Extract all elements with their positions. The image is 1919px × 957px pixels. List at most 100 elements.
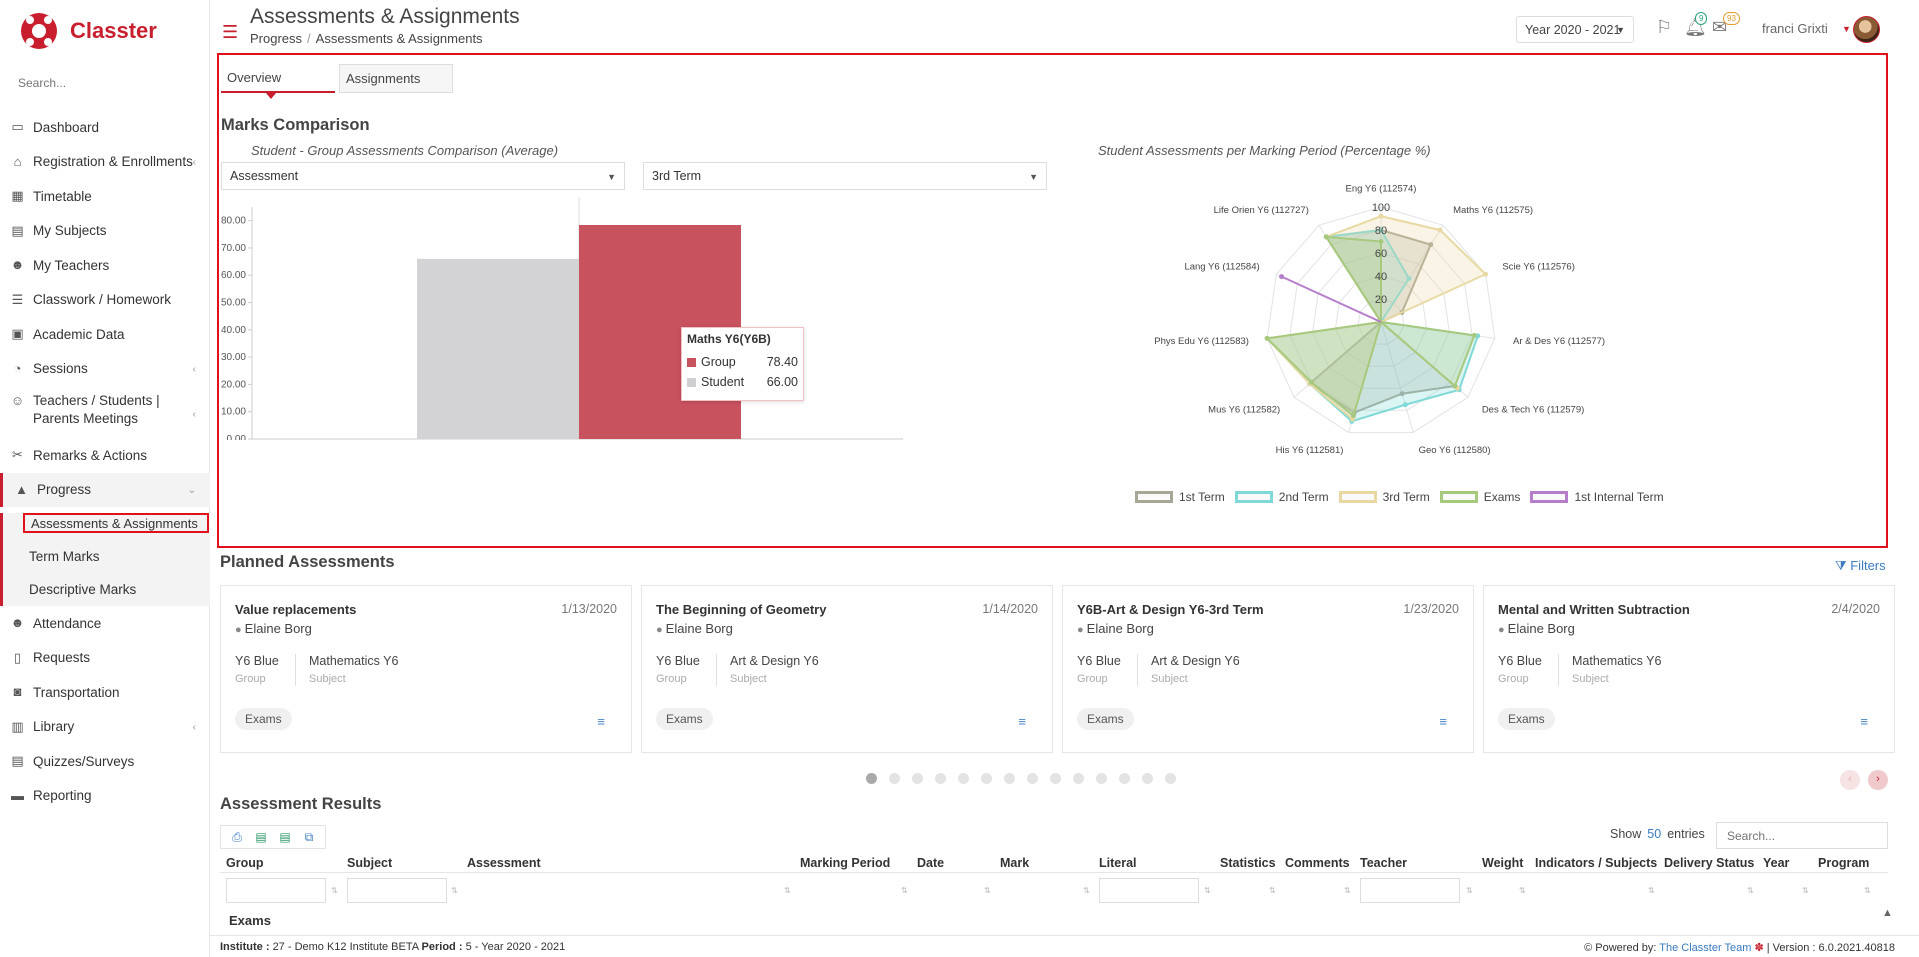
legend-item[interactable]: 1st Internal Term xyxy=(1530,490,1664,504)
radar-point[interactable] xyxy=(1402,402,1408,408)
radar-point[interactable] xyxy=(1452,383,1458,389)
carousel-dot[interactable] xyxy=(981,773,992,784)
radar-point[interactable] xyxy=(1437,227,1443,233)
sidebar-item-dashboard[interactable]: ▭ Dashboard xyxy=(0,110,210,145)
sidebar-subitem-assessments[interactable]: Assessments & Assignments xyxy=(23,513,209,533)
radar-point[interactable] xyxy=(1471,332,1477,338)
carousel-dot[interactable] xyxy=(1119,773,1130,784)
bell-icon[interactable]: 🔔︎ 9 xyxy=(1684,12,1708,37)
legend-item[interactable]: 2nd Term xyxy=(1234,490,1329,504)
classter-team-link[interactable]: The Classter Team xyxy=(1659,942,1752,954)
sort-icon[interactable]: ⇅ xyxy=(1466,886,1473,895)
column-header[interactable]: Subject xyxy=(347,856,393,870)
radar-point[interactable] xyxy=(1483,271,1489,277)
user-name[interactable]: franci Grixti xyxy=(1762,21,1828,36)
assessment-card[interactable]: Y6B-Art & Design Y6-3rd Term 1/23/2020 ●… xyxy=(1062,585,1474,753)
logo[interactable]: Classter xyxy=(18,10,157,52)
assessment-card[interactable]: Mental and Written Subtraction 2/4/2020 … xyxy=(1483,585,1895,753)
entries-count[interactable]: 50 xyxy=(1647,827,1662,841)
sidebar-item-sessions[interactable]: ◔ Sessions ‹ xyxy=(0,352,210,387)
sidebar-item-requests[interactable]: ▯ Requests xyxy=(0,641,210,676)
sort-icon[interactable]: ⇅ xyxy=(1344,886,1351,895)
carousel-dot[interactable] xyxy=(866,773,877,784)
legend-item[interactable]: Exams xyxy=(1439,490,1520,504)
avatar[interactable] xyxy=(1853,16,1880,43)
carousel-dot[interactable] xyxy=(958,773,969,784)
assessment-card[interactable]: Value replacements 1/13/2020 ● Elaine Bor… xyxy=(220,585,632,753)
sort-icon[interactable]: ⇅ xyxy=(451,886,458,895)
sidebar-item-my-subjects[interactable]: ▤ My Subjects xyxy=(0,214,210,249)
literal-filter-input[interactable] xyxy=(1099,878,1199,903)
details-icon[interactable]: ≡ xyxy=(1018,714,1026,729)
sidebar-item-classwork[interactable]: ☰ Classwork / Homework xyxy=(0,283,210,318)
sidebar-item-attendance[interactable]: ☻ Attendance xyxy=(0,606,210,641)
sidebar-item-meetings[interactable]: ☺ Teachers / Students | Parents Meetings ‹ xyxy=(0,386,210,438)
flag-icon[interactable]: ⚐ xyxy=(1656,17,1673,37)
legend-item[interactable]: 3rd Term xyxy=(1338,490,1430,504)
carousel-dot[interactable] xyxy=(1165,773,1176,784)
column-header[interactable]: Literal xyxy=(1099,856,1137,870)
column-header[interactable]: Marking Period xyxy=(800,856,891,870)
sidebar-search-input[interactable] xyxy=(18,76,188,90)
column-header[interactable]: Program xyxy=(1818,856,1870,870)
scroll-up-icon[interactable]: ▲ xyxy=(1882,907,1893,919)
sidebar-item-my-teachers[interactable]: ☻ My Teachers xyxy=(0,248,210,283)
carousel-dot[interactable] xyxy=(1050,773,1061,784)
sidebar-item-academic-data[interactable]: ▣ Academic Data xyxy=(0,317,210,352)
sort-icon[interactable]: ⇅ xyxy=(1648,886,1655,895)
excel-icon[interactable]: ▤ xyxy=(255,830,267,844)
column-header[interactable]: Teacher xyxy=(1360,856,1408,870)
tab-overview[interactable]: Overview xyxy=(221,64,335,99)
column-header[interactable]: Comments xyxy=(1285,856,1350,870)
sort-icon[interactable]: ⇅ xyxy=(1802,886,1809,895)
details-icon[interactable]: ≡ xyxy=(597,714,605,729)
envelope-icon[interactable]: ✉ 93 xyxy=(1712,12,1740,38)
carousel-dot[interactable] xyxy=(935,773,946,784)
sort-icon[interactable]: ⇅ xyxy=(901,886,908,895)
sidebar-subitem-term-marks[interactable]: Term Marks xyxy=(29,549,100,564)
table-search-input[interactable] xyxy=(1716,822,1888,849)
prev-page-button[interactable]: ‹ xyxy=(1840,770,1860,790)
details-icon[interactable]: ≡ xyxy=(1439,714,1447,729)
column-header[interactable]: Statistics xyxy=(1220,856,1276,870)
sort-icon[interactable]: ⇅ xyxy=(331,886,338,895)
year-select[interactable]: Year 2020 - 2021 ▼ xyxy=(1516,16,1634,43)
sidebar-item-quizzes[interactable]: ▤ Quizzes/Surveys xyxy=(0,744,210,779)
radar-point[interactable] xyxy=(1378,239,1384,244)
column-header[interactable]: Mark xyxy=(1000,856,1030,870)
breadcrumb-item[interactable]: Progress xyxy=(250,31,303,46)
carousel-dot[interactable] xyxy=(1142,773,1153,784)
sidebar-item-reporting[interactable]: ▬ Reporting xyxy=(0,779,210,814)
sort-icon[interactable]: ⇅ xyxy=(1204,886,1211,895)
radar-point[interactable] xyxy=(1308,379,1314,385)
assessment-select[interactable]: Assessment ▼ xyxy=(221,162,625,190)
column-header[interactable]: Delivery Status xyxy=(1664,856,1755,870)
radar-point[interactable] xyxy=(1323,234,1329,240)
caret-down-icon[interactable]: ▼ xyxy=(1842,24,1851,34)
radar-point[interactable] xyxy=(1406,275,1412,281)
sort-icon[interactable]: ⇅ xyxy=(784,886,791,895)
column-header[interactable]: Indicators / Subjects xyxy=(1535,856,1658,870)
filters-button[interactable]: ⧩ Filters xyxy=(1835,558,1886,574)
sort-icon[interactable]: ⇅ xyxy=(1747,886,1754,895)
carousel-dot[interactable] xyxy=(912,773,923,784)
radar-point[interactable] xyxy=(1350,413,1356,419)
sidebar-item-timetable[interactable]: ▦ Timetable xyxy=(0,179,210,214)
radar-point[interactable] xyxy=(1428,242,1434,248)
radar-point[interactable] xyxy=(1279,274,1285,280)
sort-icon[interactable]: ⇅ xyxy=(1864,886,1871,895)
carousel-dot[interactable] xyxy=(1027,773,1038,784)
radar-point[interactable] xyxy=(1264,335,1270,341)
subject-filter-input[interactable] xyxy=(347,878,447,903)
tab-assignments[interactable]: Assignments xyxy=(339,64,453,93)
sidebar-subitem-descriptive-marks[interactable]: Descriptive Marks xyxy=(29,582,137,597)
details-icon[interactable]: ≡ xyxy=(1860,714,1868,729)
sidebar-item-transportation[interactable]: ◙ Transportation xyxy=(0,675,210,710)
csv-icon[interactable]: ▤ xyxy=(279,830,291,844)
radar-point[interactable] xyxy=(1399,391,1405,397)
carousel-dot[interactable] xyxy=(1004,773,1015,784)
sort-icon[interactable]: ⇅ xyxy=(1083,886,1090,895)
column-header[interactable]: Assessment xyxy=(467,856,541,870)
sidebar-search[interactable] xyxy=(18,76,188,96)
next-page-button[interactable]: › xyxy=(1868,770,1888,790)
